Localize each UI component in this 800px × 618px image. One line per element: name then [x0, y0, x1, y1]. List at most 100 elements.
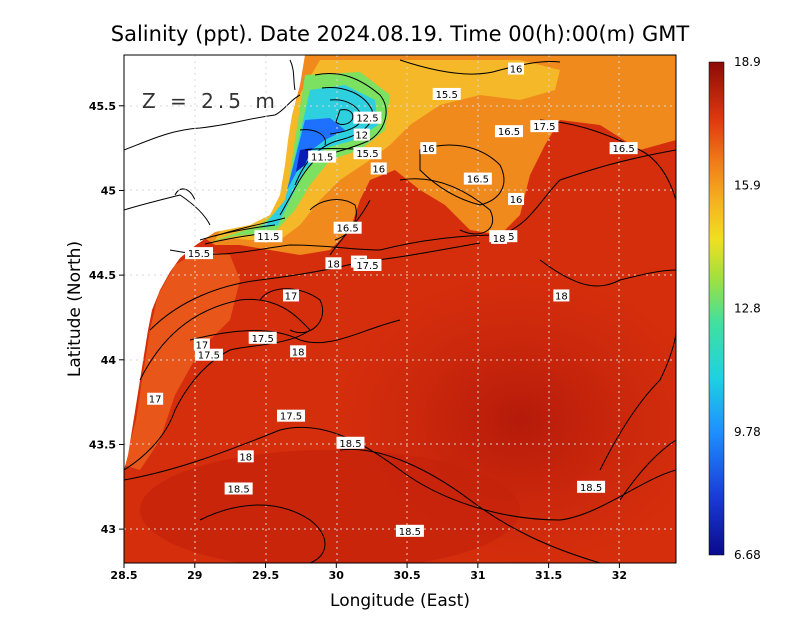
colorbar-tick-label: 15.9: [734, 178, 761, 192]
contour-label: 18: [237, 450, 254, 463]
contour-label-box: [254, 230, 283, 243]
contour-label-text: 18: [555, 291, 568, 302]
colorbar-tick-label: 18.9: [734, 55, 761, 69]
contour-label-box: [325, 257, 342, 270]
contour-label-box: [237, 450, 254, 463]
contour-label: 15.5: [185, 247, 214, 260]
y-tick-label: 43: [101, 523, 116, 536]
contour-label: 16.5: [463, 172, 492, 186]
contour-label-text: 11.5: [257, 232, 279, 243]
contour-label-text: 15.5: [188, 249, 210, 260]
contour-label: 18: [325, 257, 342, 270]
x-tick-label: 28.5: [110, 569, 137, 582]
chart-title: Salinity (ppt). Date 2024.08.19. Time 00…: [111, 22, 690, 46]
colorbar-ticks: 18.9 15.9 12.8 9.78 6.68: [734, 55, 761, 562]
contour-label-text: 15.5: [436, 90, 458, 101]
contour-label: 16: [370, 162, 387, 175]
contour-label: 16.5: [494, 125, 523, 138]
contour-label: 18: [290, 345, 307, 358]
contour-label-box: [336, 436, 365, 449]
contour-label-text: 18: [239, 452, 252, 463]
x-axis-ticks: 28.5 29 29.5 30 30.5 31 31.5 32: [110, 563, 627, 582]
contour-label-text: 18: [292, 347, 305, 358]
colorbar-tick-label: 12.8: [734, 302, 761, 316]
contour-label-box: [277, 409, 306, 422]
contour-label-box: [283, 289, 300, 302]
plume-cyan: [262, 85, 378, 228]
contour-label: 12.5: [353, 111, 382, 125]
contour-lines: [124, 59, 676, 563]
contour-label-box: [577, 480, 606, 493]
shelf-orange: [124, 250, 240, 470]
contour-label: 17: [193, 338, 210, 352]
contour-label-box: [395, 524, 424, 537]
contour-label-box: [491, 231, 508, 244]
contour-label-text: 17.5: [198, 351, 220, 362]
colorbar-tick-label: 6.68: [734, 548, 761, 562]
contour-label-text: 18.5: [228, 484, 250, 495]
contour-label-text: 16: [510, 195, 523, 206]
contour-label-text: 17.5: [356, 261, 378, 272]
contour-label: 16: [420, 142, 437, 155]
contour-label-text: 17.5: [533, 122, 555, 133]
x-tick-label: 29.5: [252, 569, 279, 582]
contour-label-text: 16.5: [336, 224, 358, 235]
contour-label-text: 18.5: [339, 439, 361, 450]
contour-label-box: [194, 348, 223, 361]
contour-label: 18.5: [395, 524, 424, 538]
contour-label: 17.5: [194, 348, 223, 362]
contour-label: 12: [353, 128, 370, 142]
land-mass: [124, 55, 305, 470]
contour-label-text: 17: [149, 395, 162, 406]
x-axis-label: Longitude (East): [330, 591, 470, 611]
plume-blue: [287, 118, 345, 190]
contour-label-box: [353, 111, 382, 124]
contour-label-text: 17.5: [252, 334, 274, 345]
y-axis-ticks: 43 43.5 44 44.5 45 45.5: [89, 100, 124, 536]
colorbar-tick-label: 9.78: [734, 425, 761, 439]
colorbar: [708, 61, 725, 556]
contour-label-box: [353, 147, 382, 160]
contour-label-text: 17: [195, 341, 208, 352]
contour-label-box: [530, 120, 559, 133]
y-tick-label: 45.5: [89, 100, 116, 113]
contour-label: 17.5: [353, 258, 382, 272]
contour-label: 15.5: [353, 147, 382, 160]
contour-label: 17: [283, 289, 300, 302]
y-tick-label: 45: [101, 184, 116, 197]
contour-label: 11.5: [254, 230, 283, 243]
contour-label: 18.5: [577, 480, 606, 494]
x-tick-label: 29: [187, 569, 202, 582]
y-tick-label: 44.5: [89, 269, 116, 282]
contour-label-box: [193, 338, 210, 351]
contour-label-box: [185, 247, 214, 260]
contour-label-text: 16.5: [498, 127, 520, 138]
y-tick-label: 44: [101, 354, 117, 367]
contour-label-text: 11.5: [311, 153, 333, 164]
contour-label-box: [290, 345, 307, 358]
contour-label-text: 18: [327, 259, 340, 270]
contour-label: 11.5: [308, 150, 337, 164]
contour-label-text: 16.5: [612, 144, 634, 155]
plot-frame: [123, 54, 677, 564]
contour-label-box: [224, 482, 253, 495]
darker-sea-zone: [140, 450, 520, 563]
y-tick-label: 43.5: [89, 438, 116, 451]
contour-label-text: 17: [285, 291, 298, 302]
contour-label-text: 16: [510, 65, 523, 76]
contour-label: 16.5: [333, 221, 362, 235]
x-tick-label: 31.5: [535, 569, 562, 582]
contour-label-box: [494, 125, 523, 138]
contour-label-box: [248, 331, 277, 344]
contour-label-box: [333, 221, 362, 234]
contour-label-box: [553, 289, 570, 302]
coastline: [124, 59, 301, 226]
contour-label-box: [463, 172, 492, 185]
x-tick-label: 30.5: [394, 569, 421, 582]
contour-label-box: [370, 162, 387, 175]
contour-label-box: [353, 258, 382, 271]
contour-label-text: 18.5: [399, 527, 421, 538]
contour-label: 18.5: [336, 436, 365, 450]
contour-labels: 16 15.5 12.5 12 16.5 17.5 11.5 15.5 16 16.5 16 16.5…: [147, 62, 638, 538]
contour-label-box: [508, 62, 525, 75]
